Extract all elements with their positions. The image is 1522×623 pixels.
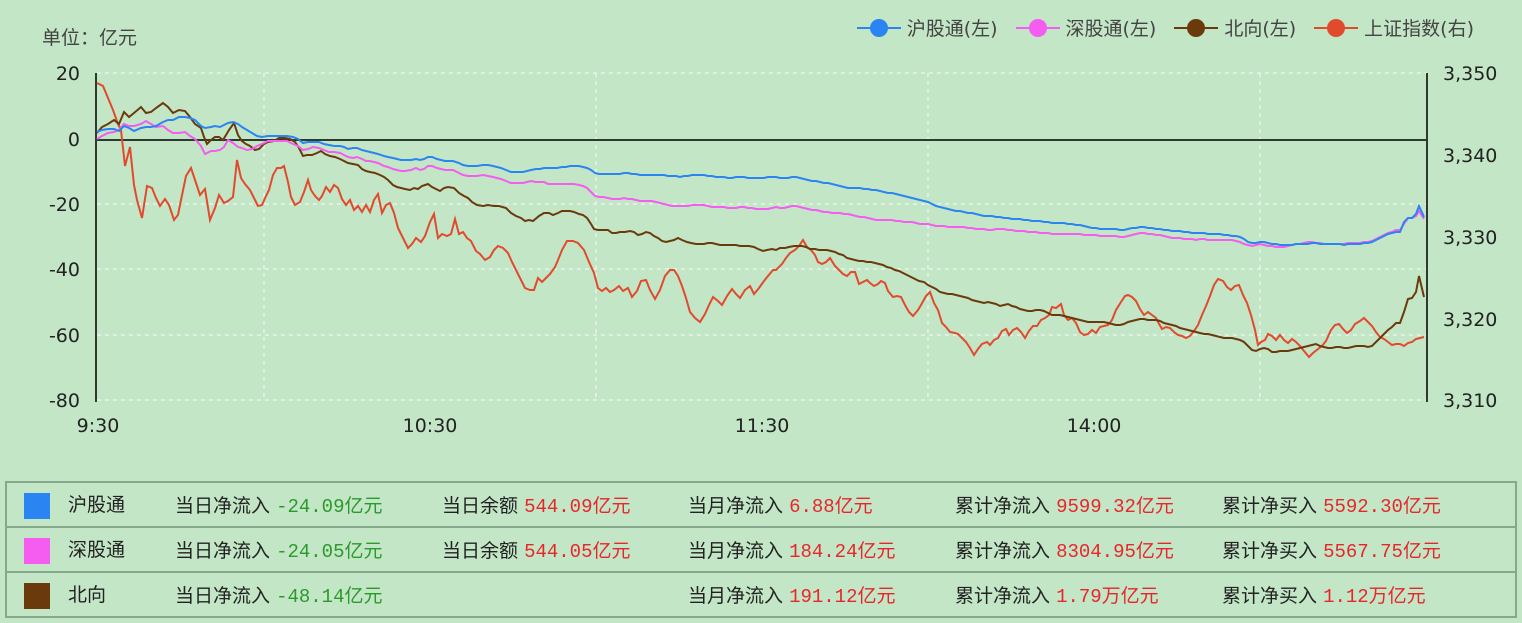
unit: 亿元 bbox=[1402, 495, 1441, 517]
legend-item-sse-index[interactable]: 上证指数(右) bbox=[1314, 14, 1474, 41]
value: 5567.75 bbox=[1323, 541, 1403, 563]
grid-horizontal bbox=[97, 72, 1427, 401]
table-row-sh-connect: 沪股通 当日净流入 -24.09亿元 当日余额 544.09亿元 当月净流入 6… bbox=[6, 482, 1516, 527]
label: 累计净买入 bbox=[1222, 540, 1318, 562]
grid-vertical bbox=[263, 73, 1261, 400]
x-axis-labels: 9:30 10:30 11:30 14:00 bbox=[77, 415, 1122, 437]
table-row-sz-connect: 深股通 当日净流入 -24.05亿元 当日余额 544.05亿元 当月净流入 1… bbox=[6, 527, 1516, 572]
label: 累计净流入 bbox=[955, 540, 1051, 562]
value: -48.14 bbox=[276, 586, 345, 608]
svg-text:14:00: 14:00 bbox=[1067, 415, 1122, 437]
unit: 亿元 bbox=[1135, 495, 1174, 517]
left-axis-labels: 20 0 -20 -40 -60 -80 bbox=[49, 63, 80, 412]
svg-text:3,310: 3,310 bbox=[1443, 390, 1497, 412]
legend-label: 沪股通(左) bbox=[906, 18, 998, 40]
value: 5592.30 bbox=[1323, 496, 1403, 518]
label: 累计净流入 bbox=[955, 585, 1051, 607]
legend-item-sh-connect[interactable]: 沪股通(左) bbox=[856, 14, 998, 41]
svg-text:9:30: 9:30 bbox=[77, 415, 120, 437]
unit: 亿元 bbox=[857, 585, 896, 607]
color-swatch-icon bbox=[24, 537, 50, 564]
label: 当日余额 bbox=[442, 540, 519, 562]
unit: 亿元 bbox=[344, 540, 383, 562]
svg-text:-60: -60 bbox=[49, 325, 80, 347]
unit: 亿元 bbox=[344, 585, 383, 607]
unit: 万亿元 bbox=[1368, 585, 1426, 607]
unit: 亿元 bbox=[1402, 540, 1441, 562]
label: 累计净买入 bbox=[1222, 495, 1318, 517]
line-chart: 20 0 -20 -40 -60 -80 3,350 3,340 3,330 3… bbox=[49, 63, 1497, 437]
legend-item-sz-connect[interactable]: 深股通(左) bbox=[1015, 14, 1157, 41]
unit: 亿元 bbox=[857, 540, 896, 562]
svg-text:3,320: 3,320 bbox=[1443, 309, 1497, 331]
svg-text:3,330: 3,330 bbox=[1443, 227, 1497, 249]
legend-label: 深股通(左) bbox=[1065, 18, 1157, 40]
row-name: 沪股通 bbox=[68, 494, 126, 517]
color-swatch-icon bbox=[24, 582, 50, 609]
value: 544.09 bbox=[524, 496, 593, 518]
label: 当月净流入 bbox=[688, 585, 784, 607]
value: 1.79 bbox=[1056, 586, 1102, 608]
chart-legend: 沪股通(左) 深股通(左) 北向(左) 上证指数(右) bbox=[856, 14, 1474, 41]
label: 当日余额 bbox=[442, 495, 519, 517]
value: -24.09 bbox=[276, 496, 345, 518]
unit: 亿元 bbox=[592, 495, 631, 517]
row-name: 北向 bbox=[68, 584, 107, 607]
svg-text:11:30: 11:30 bbox=[735, 415, 790, 437]
stats-table: 沪股通 当日净流入 -24.09亿元 当日余额 544.09亿元 当月净流入 6… bbox=[5, 481, 1517, 618]
unit: 万亿元 bbox=[1101, 585, 1159, 607]
row-name: 深股通 bbox=[68, 539, 126, 562]
unit: 亿元 bbox=[592, 540, 631, 562]
value: 6.88 bbox=[789, 496, 835, 518]
label: 当日净流入 bbox=[175, 585, 271, 607]
series-northbound bbox=[96, 101, 1425, 353]
label: 累计净流入 bbox=[955, 495, 1051, 517]
svg-text:-40: -40 bbox=[49, 259, 80, 281]
value: -24.05 bbox=[276, 541, 345, 563]
svg-text:0: 0 bbox=[68, 129, 80, 151]
unit: 亿元 bbox=[344, 495, 383, 517]
line-dot-icon bbox=[1314, 16, 1359, 40]
series-sh-connect bbox=[96, 116, 1425, 247]
unit: 亿元 bbox=[834, 495, 873, 517]
label: 当日净流入 bbox=[175, 540, 271, 562]
value: 184.24 bbox=[789, 541, 858, 563]
svg-text:-80: -80 bbox=[49, 390, 80, 412]
svg-text:20: 20 bbox=[56, 63, 80, 85]
svg-text:10:30: 10:30 bbox=[403, 415, 458, 437]
value: 1.12 bbox=[1323, 586, 1369, 608]
label: 当月净流入 bbox=[688, 540, 784, 562]
value: 8304.95 bbox=[1056, 541, 1136, 563]
label: 当日净流入 bbox=[175, 495, 271, 517]
line-dot-icon bbox=[856, 16, 901, 40]
value: 9599.32 bbox=[1056, 496, 1136, 518]
right-axis-labels: 3,350 3,340 3,330 3,320 3,310 bbox=[1443, 63, 1497, 412]
unit-label: 单位：亿元 bbox=[42, 27, 138, 49]
legend-label: 上证指数(右) bbox=[1364, 18, 1474, 40]
unit: 亿元 bbox=[1135, 540, 1174, 562]
label: 累计净买入 bbox=[1222, 585, 1318, 607]
table-row-northbound: 北向 当日净流入 -48.14亿元 当月净流入 191.12亿元 累计净流入 1… bbox=[6, 572, 1516, 617]
svg-text:3,350: 3,350 bbox=[1443, 63, 1497, 85]
svg-text:3,340: 3,340 bbox=[1443, 145, 1497, 167]
value: 544.05 bbox=[524, 541, 593, 563]
line-dot-icon bbox=[1015, 16, 1060, 40]
value: 191.12 bbox=[789, 586, 858, 608]
legend-label: 北向(左) bbox=[1224, 18, 1297, 40]
color-swatch-icon bbox=[24, 492, 50, 519]
series-sz-connect bbox=[96, 119, 1425, 248]
line-dot-icon bbox=[1174, 16, 1219, 40]
legend-item-northbound[interactable]: 北向(左) bbox=[1174, 14, 1296, 41]
label: 当月净流入 bbox=[688, 495, 784, 517]
series-sse-index bbox=[96, 82, 1425, 359]
svg-text:-20: -20 bbox=[49, 194, 80, 216]
